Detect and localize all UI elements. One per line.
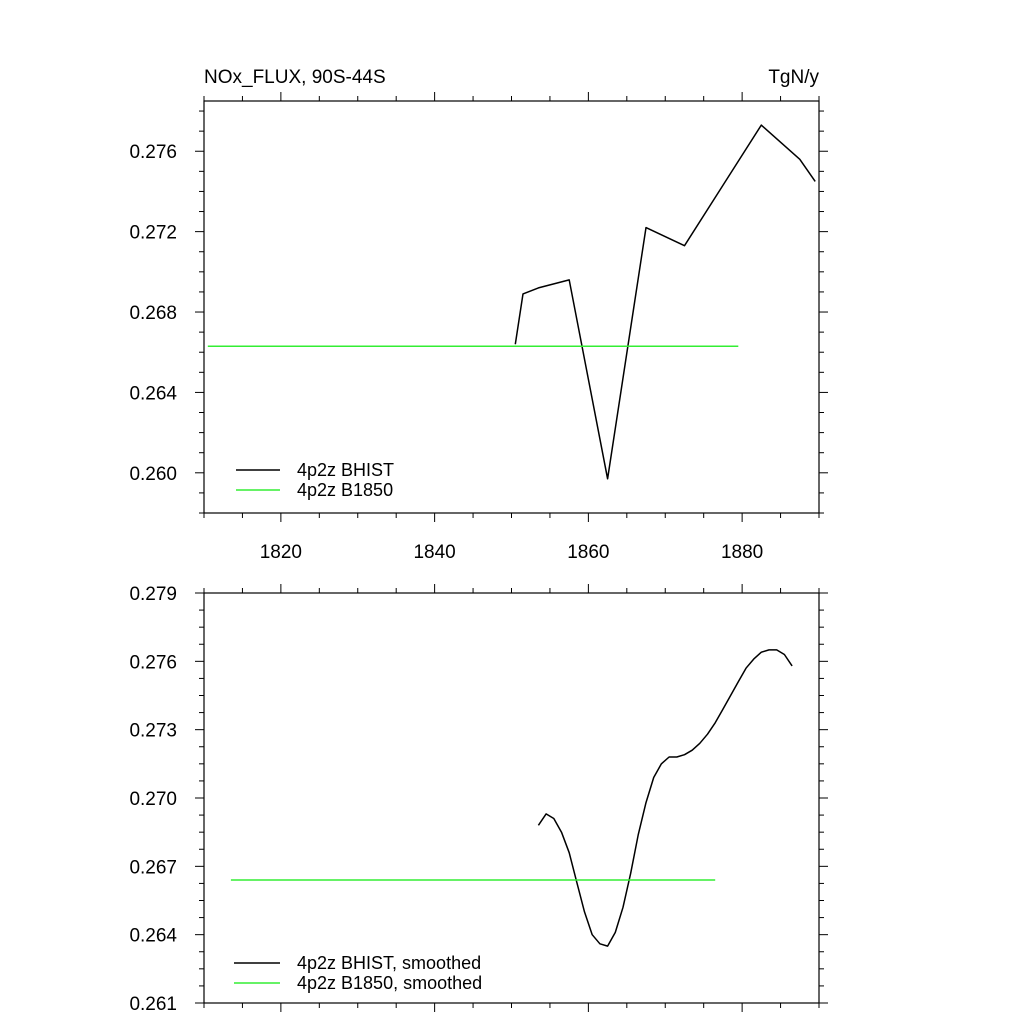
top-y-tick-label: 0.276 — [129, 142, 177, 163]
top-y-tick-label: 0.260 — [129, 464, 177, 485]
top-series-line-bhist — [514, 124, 816, 480]
top-x-tick-label: 1840 — [413, 542, 455, 563]
bottom-legend-label-b1850: 4p2z B1850, smoothed — [297, 973, 482, 993]
top-x-tick-label: 1820 — [260, 542, 302, 563]
top-plot-frame — [203, 100, 820, 514]
bottom-y-tick-labels: 0.261 0.264 0.267 0.270 0.273 0.276 0.279 — [129, 584, 177, 1015]
bottom-y-tick-label: 0.270 — [129, 789, 177, 810]
bottom-legend-label-bhist: 4p2z BHIST, smoothed — [297, 953, 481, 973]
top-chart-units: TgN/y — [768, 67, 819, 88]
bottom-series-line-bhist — [537, 649, 793, 947]
top-chart-title: NOx_FLUX, 90S-44S — [204, 67, 386, 88]
top-y-tick-label: 0.264 — [129, 383, 177, 404]
top-series-group — [207, 124, 816, 480]
bottom-panel: 0.261 0.264 0.267 0.270 0.273 0.276 0.279 4p2z… — [129, 584, 828, 1015]
top-axis-ticks — [195, 92, 828, 522]
bottom-y-tick-label: 0.273 — [129, 721, 177, 742]
top-x-tick-label: 1880 — [721, 542, 763, 563]
top-legend-label-bhist: 4p2z BHIST — [297, 460, 394, 480]
top-legend: 4p2z BHIST 4p2z B1850 — [236, 460, 394, 500]
bottom-y-tick-label: 0.264 — [129, 926, 177, 947]
bottom-legend: 4p2z BHIST, smoothed 4p2z B1850, smoothe… — [234, 953, 482, 993]
bottom-y-tick-label: 0.279 — [129, 584, 177, 605]
bottom-axis-ticks — [195, 584, 828, 1012]
bottom-y-tick-label: 0.276 — [129, 652, 177, 673]
top-panel: NOx_FLUX, 90S-44S TgN/y 0.2600.2640.2680… — [129, 67, 828, 563]
bottom-plot-frame — [203, 592, 820, 1004]
top-y-tick-label: 0.268 — [129, 303, 177, 324]
top-y-tick-labels: 0.260 0.264 0.268 0.272 0.276 — [129, 142, 177, 485]
top-legend-label-b1850: 4p2z B1850 — [297, 480, 393, 500]
bottom-y-tick-label: 0.267 — [129, 857, 177, 878]
top-y-tick-label: 0.272 — [129, 223, 177, 244]
top-x-tick-labels: 1820 1840 1860 1880 — [260, 542, 764, 563]
top-x-tick-label: 1860 — [567, 542, 609, 563]
bottom-series-group — [230, 649, 793, 947]
bottom-y-tick-label: 0.261 — [129, 994, 177, 1015]
